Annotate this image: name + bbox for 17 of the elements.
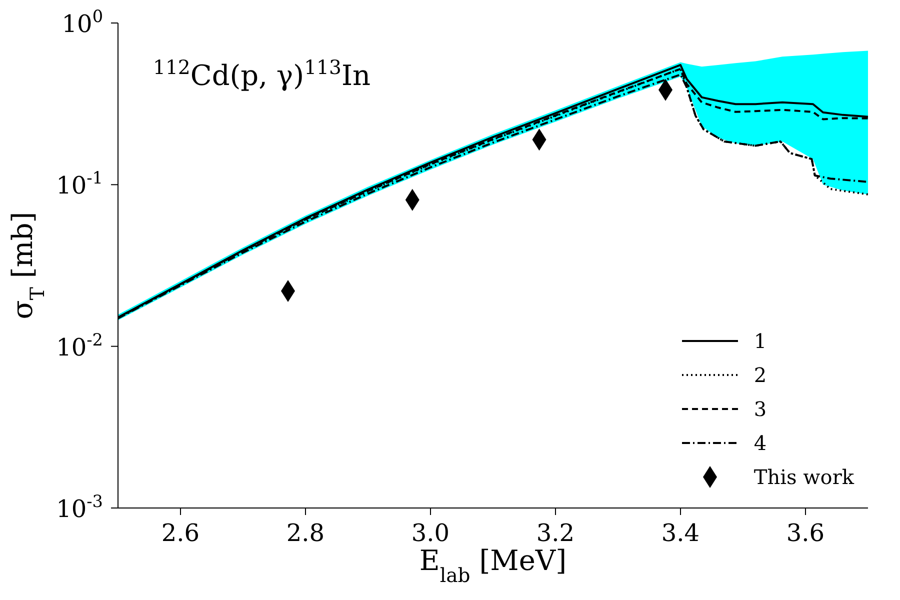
legend-label: This work [754,465,854,489]
y-tick-label: 10$^{-1}$ [56,168,103,200]
legend-label: 2 [754,363,767,387]
x-tick-label: 3.2 [536,519,575,547]
legend-label: 4 [754,431,767,455]
y-tick-label: 10$^{0}$ [62,6,103,38]
annotation: $^{112}$Cd(p, γ)$^{113}$In [153,56,371,92]
y-tick-label: 10$^{-2}$ [56,329,103,362]
x-tick-label: 3.6 [786,519,825,547]
y-tick-label: 10$^{-3}$ [56,491,103,523]
x-tick-label: 2.6 [161,519,200,547]
x-tick-label: 2.8 [286,519,325,547]
x-axis-title: E$_{lab}$ [MeV] [419,544,567,586]
x-tick-label: 3.0 [411,519,450,547]
legend-label: 3 [754,397,767,421]
legend-label: 1 [754,329,767,353]
x-tick-label: 3.4 [661,519,700,547]
